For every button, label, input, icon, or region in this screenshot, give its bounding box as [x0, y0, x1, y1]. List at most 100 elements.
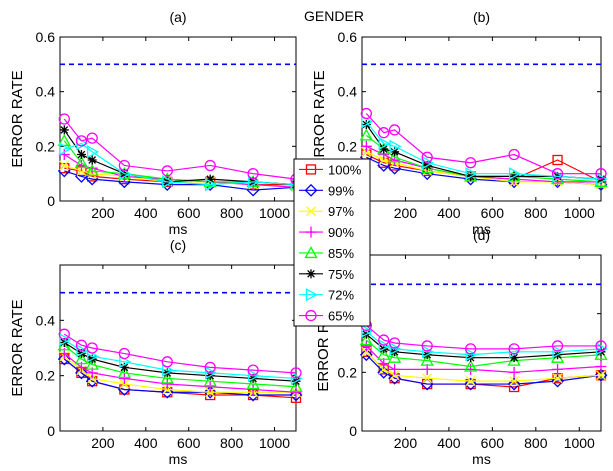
data-point	[204, 159, 216, 172]
data-point	[378, 127, 390, 139]
x-tick-label: 800	[524, 435, 548, 451]
y-tick-label: 0	[47, 423, 55, 439]
data-point	[507, 175, 521, 189]
data-point	[85, 357, 99, 370]
y-axis-label: ERROR RATE	[9, 70, 26, 167]
data-point	[595, 172, 608, 186]
legend-label: 85%	[328, 246, 354, 261]
data-point	[507, 377, 521, 391]
x-tick-label: 800	[524, 205, 548, 221]
data-point	[552, 345, 565, 359]
legend-label: 99%	[328, 183, 354, 198]
x-axis-label: ms	[472, 451, 491, 467]
data-point	[388, 371, 402, 385]
series-line	[63, 344, 297, 388]
data-point	[551, 374, 564, 388]
data-point	[464, 157, 477, 169]
legend-entry: 99%	[299, 183, 354, 198]
legend-entry: 85%	[299, 246, 354, 261]
data-point	[247, 364, 259, 376]
data-point	[87, 373, 98, 384]
y-tick-label: 0.2	[36, 138, 56, 154]
figure-title: GENDER	[304, 8, 364, 24]
series-line	[365, 324, 601, 350]
data-point	[76, 150, 86, 160]
data-point	[59, 333, 72, 347]
data-point	[205, 366, 218, 380]
series-99pct	[359, 348, 608, 391]
x-tick-label: 200	[91, 205, 115, 221]
data-point	[464, 359, 478, 372]
x-tick-label: 600	[481, 435, 505, 451]
data-point	[465, 348, 478, 362]
x-tick-label: 600	[481, 205, 505, 221]
panel-3: 200 400 600 800 1000 0 0.2 0.4 (c) ms ERROR RATE	[9, 237, 303, 467]
x-axis-label: ms	[169, 221, 188, 237]
data-point	[390, 147, 400, 157]
series-line	[365, 339, 602, 368]
data-point	[75, 339, 88, 351]
data-point	[59, 163, 70, 174]
series-line	[63, 333, 297, 374]
x-tick-label: 600	[177, 205, 201, 221]
data-point	[361, 324, 374, 338]
data-point	[87, 155, 97, 165]
data-point	[359, 333, 373, 346]
x-tick-label: 600	[177, 435, 201, 451]
data-point	[87, 145, 100, 159]
legend: 100% 99% 97% 90% 85% 75% 72% 65%	[293, 158, 371, 327]
data-point	[421, 340, 433, 352]
data-point	[422, 156, 435, 170]
series-line	[63, 339, 297, 380]
panel-title: (c)	[170, 237, 186, 253]
data-point	[75, 366, 88, 380]
series-line	[365, 345, 602, 373]
data-point	[117, 366, 131, 379]
data-point	[360, 340, 372, 352]
data-point	[360, 107, 372, 120]
data-point	[203, 374, 217, 387]
data-point	[464, 343, 477, 355]
data-point	[378, 364, 389, 375]
data-point	[203, 385, 217, 399]
data-point	[204, 361, 216, 374]
data-point	[509, 376, 520, 387]
legend-entry: 65%	[299, 309, 354, 324]
x-tick-label: 400	[134, 205, 158, 221]
y-tick-label: 0.2	[338, 364, 358, 380]
legend-marker	[305, 226, 317, 238]
legend-marker	[305, 309, 317, 322]
legend-entry: 100%	[299, 162, 362, 177]
y-tick-label: 0.2	[36, 368, 56, 384]
series-line	[365, 354, 602, 385]
data-point	[290, 386, 302, 398]
data-point	[247, 369, 260, 383]
data-point	[594, 368, 608, 382]
y-tick-label: 0	[349, 423, 357, 439]
legend-label: 100%	[328, 162, 362, 177]
data-point	[359, 348, 373, 362]
y-tick-label: 0.4	[36, 84, 56, 100]
data-point	[420, 353, 434, 366]
series-line	[63, 118, 297, 180]
y-axis-label: ERROR RATE	[9, 299, 26, 396]
panel-title: (a)	[169, 9, 186, 25]
series-line	[64, 170, 297, 191]
x-tick-label: 400	[437, 205, 461, 221]
data-point	[464, 377, 478, 391]
data-point	[247, 384, 259, 395]
data-point	[246, 377, 260, 390]
data-point	[387, 150, 402, 163]
data-point	[422, 373, 433, 384]
data-point	[389, 154, 401, 166]
data-point	[388, 124, 401, 136]
data-point	[58, 113, 70, 125]
x-axis-label: ms	[472, 221, 491, 237]
data-point	[387, 350, 402, 363]
data-point	[74, 352, 89, 365]
data-point	[509, 353, 519, 363]
data-point	[205, 387, 216, 398]
y-tick-label: 0.6	[338, 29, 358, 45]
data-point	[86, 132, 98, 144]
